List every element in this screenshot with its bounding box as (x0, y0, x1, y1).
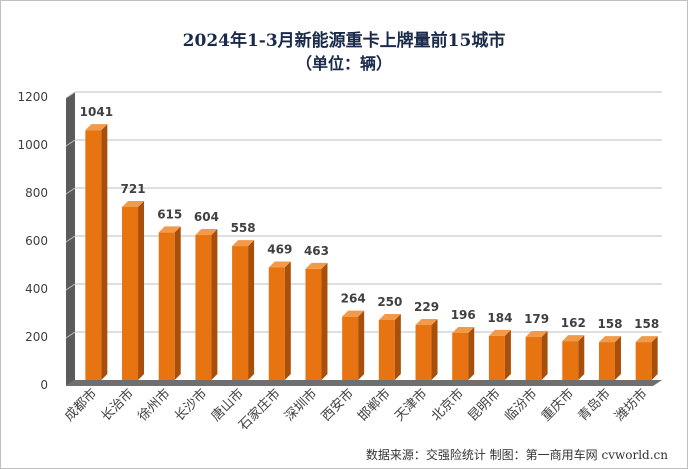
y-tick-label: 200 (25, 330, 48, 344)
bar (85, 130, 102, 380)
bar-side (101, 124, 108, 380)
gridline-depth (65, 331, 76, 339)
data-label: 1041 (80, 105, 113, 119)
category-label: 潍坊市 (612, 386, 651, 425)
category-label: 昆明市 (465, 386, 504, 425)
category-label: 西安市 (318, 386, 357, 425)
bar-side (504, 329, 511, 380)
category-label: 长治市 (98, 386, 137, 425)
bar-side (211, 229, 218, 380)
bar (268, 267, 285, 380)
bar-side (614, 336, 621, 380)
bar-side (541, 331, 548, 380)
bar-side (138, 200, 145, 380)
bar-top (562, 335, 585, 342)
bar-side (248, 240, 255, 380)
data-label: 615 (157, 207, 182, 221)
bar (342, 316, 359, 380)
bar-side (284, 261, 291, 380)
data-label: 158 (634, 317, 659, 331)
gridline-depth (65, 187, 76, 195)
y-tick-label: 600 (25, 234, 48, 248)
gridline-depth (65, 91, 76, 99)
bar (195, 235, 212, 380)
source-note: 数据来源：交强险统计 制图：第一商用车网 cvworld.cn (365, 448, 668, 462)
y-tick-label: 0 (40, 378, 48, 392)
gridline-depth (65, 283, 76, 291)
y-tick-label: 400 (25, 282, 48, 296)
data-label: 250 (377, 295, 402, 309)
data-label: 158 (597, 317, 622, 331)
data-label: 604 (194, 210, 219, 224)
category-label: 临汾市 (502, 386, 541, 425)
bar-side (468, 326, 475, 380)
floor (66, 380, 662, 386)
data-label: 179 (524, 312, 549, 326)
bar (122, 206, 139, 380)
bar-top (85, 124, 108, 131)
category-label: 重庆市 (538, 386, 577, 425)
bar-top (342, 310, 365, 317)
bar-side (174, 226, 181, 380)
bar-side (431, 319, 438, 380)
category-label: 长沙市 (171, 386, 210, 425)
bar-top (232, 240, 255, 247)
chart-title: 2024年1-3月新能源重卡上牌量前15城市 (182, 31, 506, 51)
bar-top (305, 262, 328, 269)
data-label: 162 (561, 316, 586, 330)
data-label: 196 (451, 308, 476, 322)
category-label: 成都市 (61, 386, 100, 425)
data-label: 184 (487, 311, 512, 325)
bar (635, 342, 652, 380)
category-label: 邯郸市 (355, 386, 394, 425)
bar-top (598, 336, 621, 343)
bar-side (651, 336, 658, 380)
data-label: 469 (267, 242, 292, 256)
bar-top (452, 326, 475, 333)
bar-top (488, 329, 511, 336)
category-label: 天津市 (391, 386, 430, 425)
data-label: 463 (304, 244, 329, 258)
bar (598, 342, 615, 380)
bar-top (635, 336, 658, 343)
bar (562, 341, 579, 380)
data-label: 558 (231, 221, 256, 235)
bar-top (158, 226, 181, 233)
gridline-depth (65, 139, 76, 147)
category-label: 青岛市 (575, 386, 614, 425)
bar (452, 332, 469, 380)
y-tick-label: 1000 (17, 138, 48, 152)
bar (525, 337, 542, 380)
data-label: 229 (414, 300, 439, 314)
category-label: 深圳市 (281, 386, 320, 425)
bar (305, 268, 322, 380)
bar-top (525, 331, 548, 338)
y-tick-label: 1200 (17, 90, 48, 104)
bar-top (268, 261, 291, 268)
data-label: 264 (341, 292, 366, 306)
bar-top (415, 319, 438, 326)
bar (158, 232, 175, 380)
bar-side (394, 314, 401, 380)
bar (488, 335, 505, 380)
gridline-depth (65, 235, 76, 243)
category-label: 北京市 (428, 386, 467, 425)
bar-side (358, 310, 365, 380)
bar-top (122, 200, 145, 207)
category-label: 徐州市 (135, 386, 174, 425)
data-label: 721 (121, 182, 146, 196)
bar (378, 320, 395, 380)
bar-top (195, 229, 218, 236)
y-tick-label: 800 (25, 186, 48, 200)
bar (415, 325, 432, 380)
bar-side (321, 262, 328, 380)
bar-side (578, 335, 585, 380)
chart-subtitle: （单位：辆） (295, 54, 392, 73)
bar (232, 246, 249, 380)
bar-top (378, 314, 401, 320)
